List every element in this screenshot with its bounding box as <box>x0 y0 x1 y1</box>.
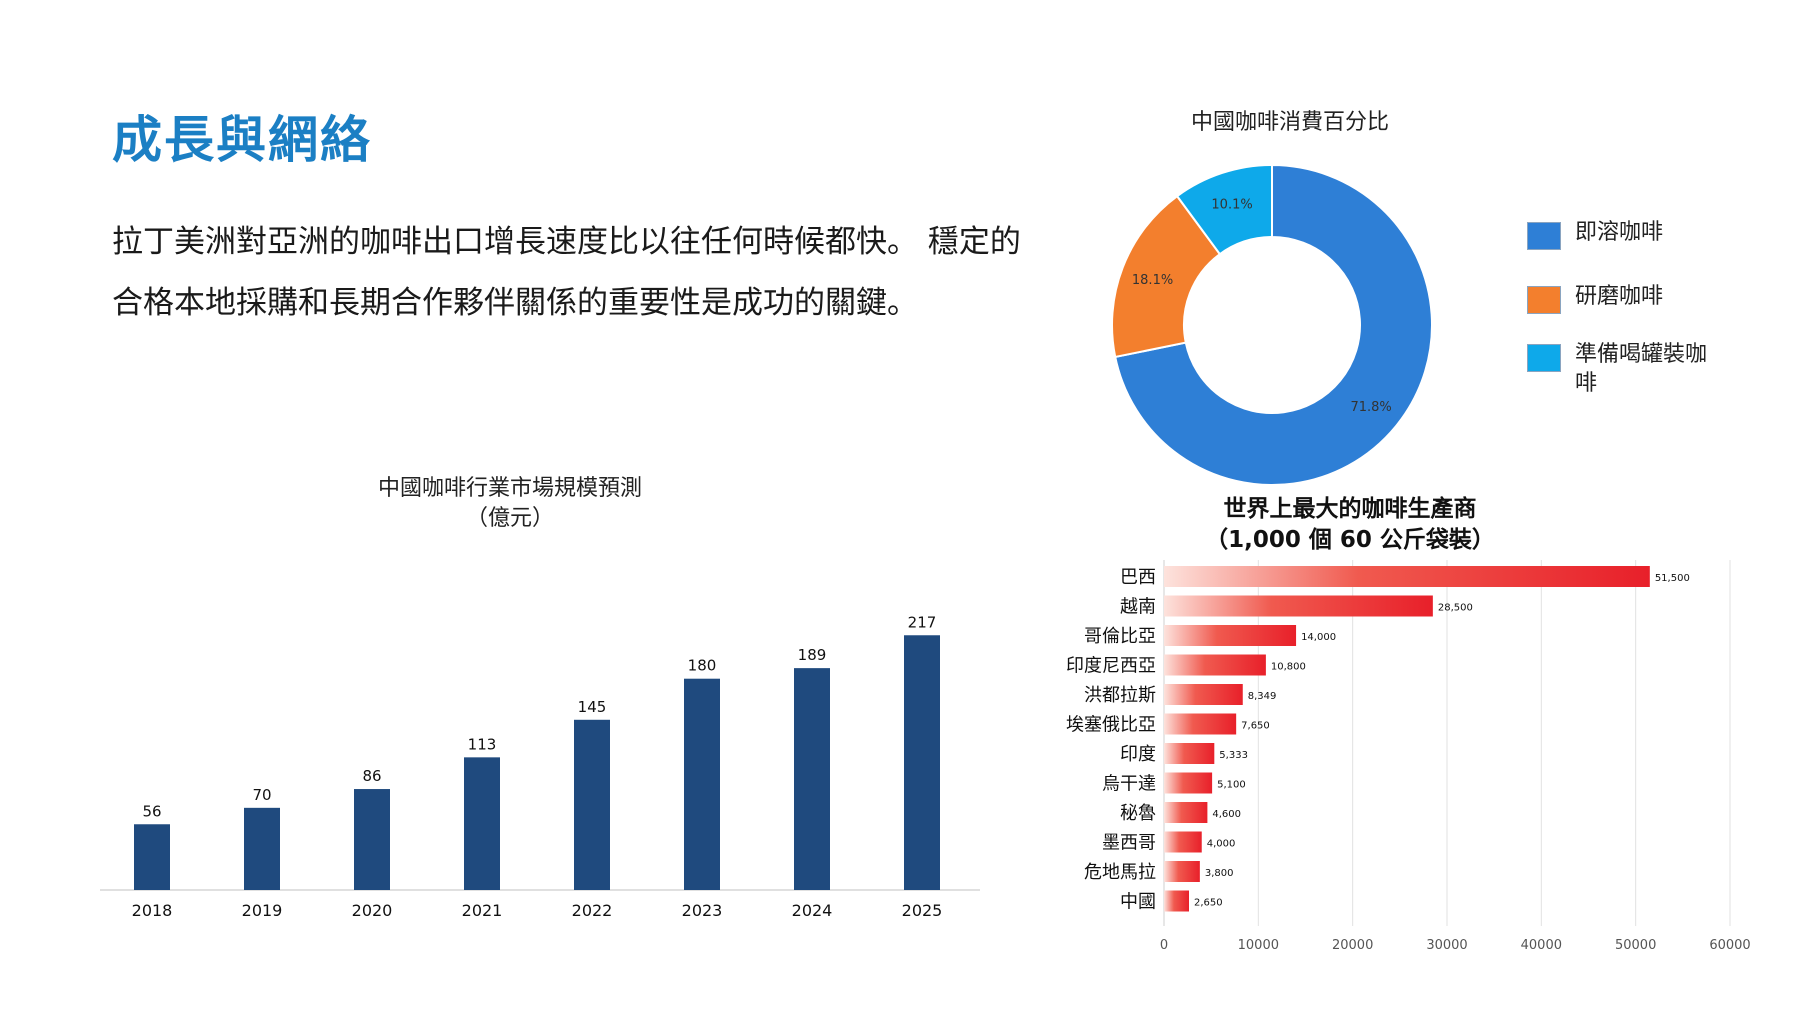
hbar <box>1164 713 1237 735</box>
consumption-donut-chart: 71.8% 18.1% 10.1% <box>1111 165 1433 485</box>
bar <box>904 635 940 890</box>
hbar-value-label: 28,500 <box>1438 603 1473 614</box>
hbar <box>1164 861 1200 882</box>
bar <box>354 789 390 890</box>
slide-title: 成長與網絡 <box>112 111 372 169</box>
producers-chart-title: 世界上最大的咖啡生產商 <box>1223 496 1477 522</box>
hbar-value-label: 5,100 <box>1217 780 1246 791</box>
legend-label: 準備喝罐裝咖啡 <box>1575 342 1708 396</box>
bar-category-label: 2023 <box>682 901 723 920</box>
bar <box>684 678 720 890</box>
bar-category-label: 2020 <box>352 901 393 920</box>
hbar <box>1164 743 1215 764</box>
hbar <box>1164 802 1208 823</box>
donut-slice <box>1111 194 1222 359</box>
donut-slice <box>1175 165 1273 256</box>
hbar-value-label: 2,650 <box>1194 898 1223 909</box>
donut-slice-label: 18.1% <box>1132 273 1173 288</box>
hbar-category-label: 墨西哥 <box>1102 833 1156 854</box>
donut-slice-label: 10.1% <box>1211 197 1252 212</box>
hbar <box>1164 566 1650 587</box>
hbar-category-label: 越南 <box>1120 597 1156 618</box>
hbar-value-label: 14,000 <box>1301 632 1336 643</box>
hbar-category-label: 哥倫比亞 <box>1084 626 1156 647</box>
legend-item: 即溶咖啡 <box>1527 218 1715 250</box>
bar <box>244 807 280 890</box>
bar-value-label: 217 <box>908 613 937 631</box>
market-size-bar-chart: 56 2018 70 2019 86 2020 113 2021 145 2022 180 2023 1… <box>100 613 980 920</box>
producers-chart-subtitle: （1,000 個 60 公斤袋裝） <box>1205 527 1495 553</box>
legend-swatch <box>1527 344 1561 372</box>
legend-label: 即溶咖啡 <box>1575 220 1664 245</box>
donut-chart-title: 中國咖啡消費百分比 <box>1190 110 1389 135</box>
hbar-value-label: 5,333 <box>1219 750 1248 761</box>
bar-category-label: 2019 <box>242 901 283 920</box>
x-tick-label: 40000 <box>1521 938 1562 953</box>
hbar-value-label: 7,650 <box>1241 721 1270 732</box>
hbar-category-label: 印度尼西亞 <box>1066 656 1156 677</box>
x-tick-label: 0 <box>1160 938 1168 953</box>
bar-category-label: 2025 <box>902 901 943 920</box>
legend-item: 準備喝罐裝咖啡 <box>1527 340 1715 398</box>
bar-value-label: 145 <box>578 698 607 716</box>
hbar-category-label: 埃塞俄比亞 <box>1066 715 1156 736</box>
body-text: 拉丁美洲對亞洲的咖啡出口增長速度比以往任何時候都快。 穩定的合格本地採購和長期合… <box>112 224 1021 321</box>
legend-label: 研磨咖啡 <box>1575 284 1664 309</box>
bar <box>794 668 830 890</box>
hbar-value-label: 3,800 <box>1205 868 1234 879</box>
bar <box>134 824 170 890</box>
bar-chart-subtitle: （億元） <box>465 506 554 531</box>
hbar-category-label: 秘魯 <box>1120 803 1156 824</box>
producers-horizontal-bar-chart: 0 10000 20000 30000 40000 50000 60000 巴西 51,500 越… <box>1066 560 1751 953</box>
x-tick-label: 30000 <box>1426 938 1467 953</box>
bar-category-label: 2021 <box>462 901 503 920</box>
bar-category-label: 2022 <box>572 901 613 920</box>
legend-swatch <box>1527 286 1561 314</box>
hbar-value-label: 51,500 <box>1655 573 1690 584</box>
hbar <box>1164 684 1243 705</box>
bar <box>574 719 610 890</box>
bar-category-label: 2024 <box>792 901 833 920</box>
bar-value-label: 56 <box>142 802 161 820</box>
bar-value-label: 113 <box>468 735 497 753</box>
hbar <box>1164 831 1202 853</box>
hbar <box>1164 772 1213 794</box>
hbar <box>1164 654 1266 676</box>
bar-value-label: 70 <box>252 786 271 804</box>
hbar-value-label: 8,349 <box>1248 691 1277 702</box>
hbar-value-label: 4,600 <box>1212 809 1241 820</box>
bar-category-label: 2018 <box>132 901 173 920</box>
donut-slice <box>1114 165 1433 485</box>
bar-value-label: 86 <box>362 767 381 785</box>
x-tick-label: 10000 <box>1238 938 1279 953</box>
bar-value-label: 189 <box>798 646 827 664</box>
bar-chart-title-block: 中國咖啡行業市場規模預測 （億元） <box>300 474 720 534</box>
hbar-category-label: 危地馬拉 <box>1084 862 1156 883</box>
hbar-category-label: 中國 <box>1120 892 1156 913</box>
hbar-value-label: 4,000 <box>1207 839 1236 850</box>
hbar-category-label: 巴西 <box>1120 567 1156 588</box>
hbar-category-label: 烏干達 <box>1102 774 1156 795</box>
bar-chart-title: 中國咖啡行業市場規模預測 <box>377 476 642 501</box>
hbar-value-label: 10,800 <box>1271 662 1306 673</box>
hbar-category-label: 印度 <box>1120 744 1156 765</box>
hbar <box>1164 595 1433 617</box>
hbar <box>1164 625 1297 646</box>
bar-value-label: 180 <box>688 657 717 675</box>
bar <box>464 757 500 890</box>
donut-slice-label: 71.8% <box>1350 400 1391 415</box>
x-tick-label: 60000 <box>1709 938 1750 953</box>
x-tick-label: 50000 <box>1615 938 1656 953</box>
hbar-category-label: 洪都拉斯 <box>1084 685 1156 706</box>
producers-chart-title-block: 世界上最大的咖啡生產商 （1,000 個 60 公斤袋裝） <box>1140 494 1560 556</box>
legend-swatch <box>1527 222 1561 250</box>
x-tick-label: 20000 <box>1332 938 1373 953</box>
hbar <box>1164 890 1189 912</box>
legend-item: 研磨咖啡 <box>1527 282 1715 314</box>
